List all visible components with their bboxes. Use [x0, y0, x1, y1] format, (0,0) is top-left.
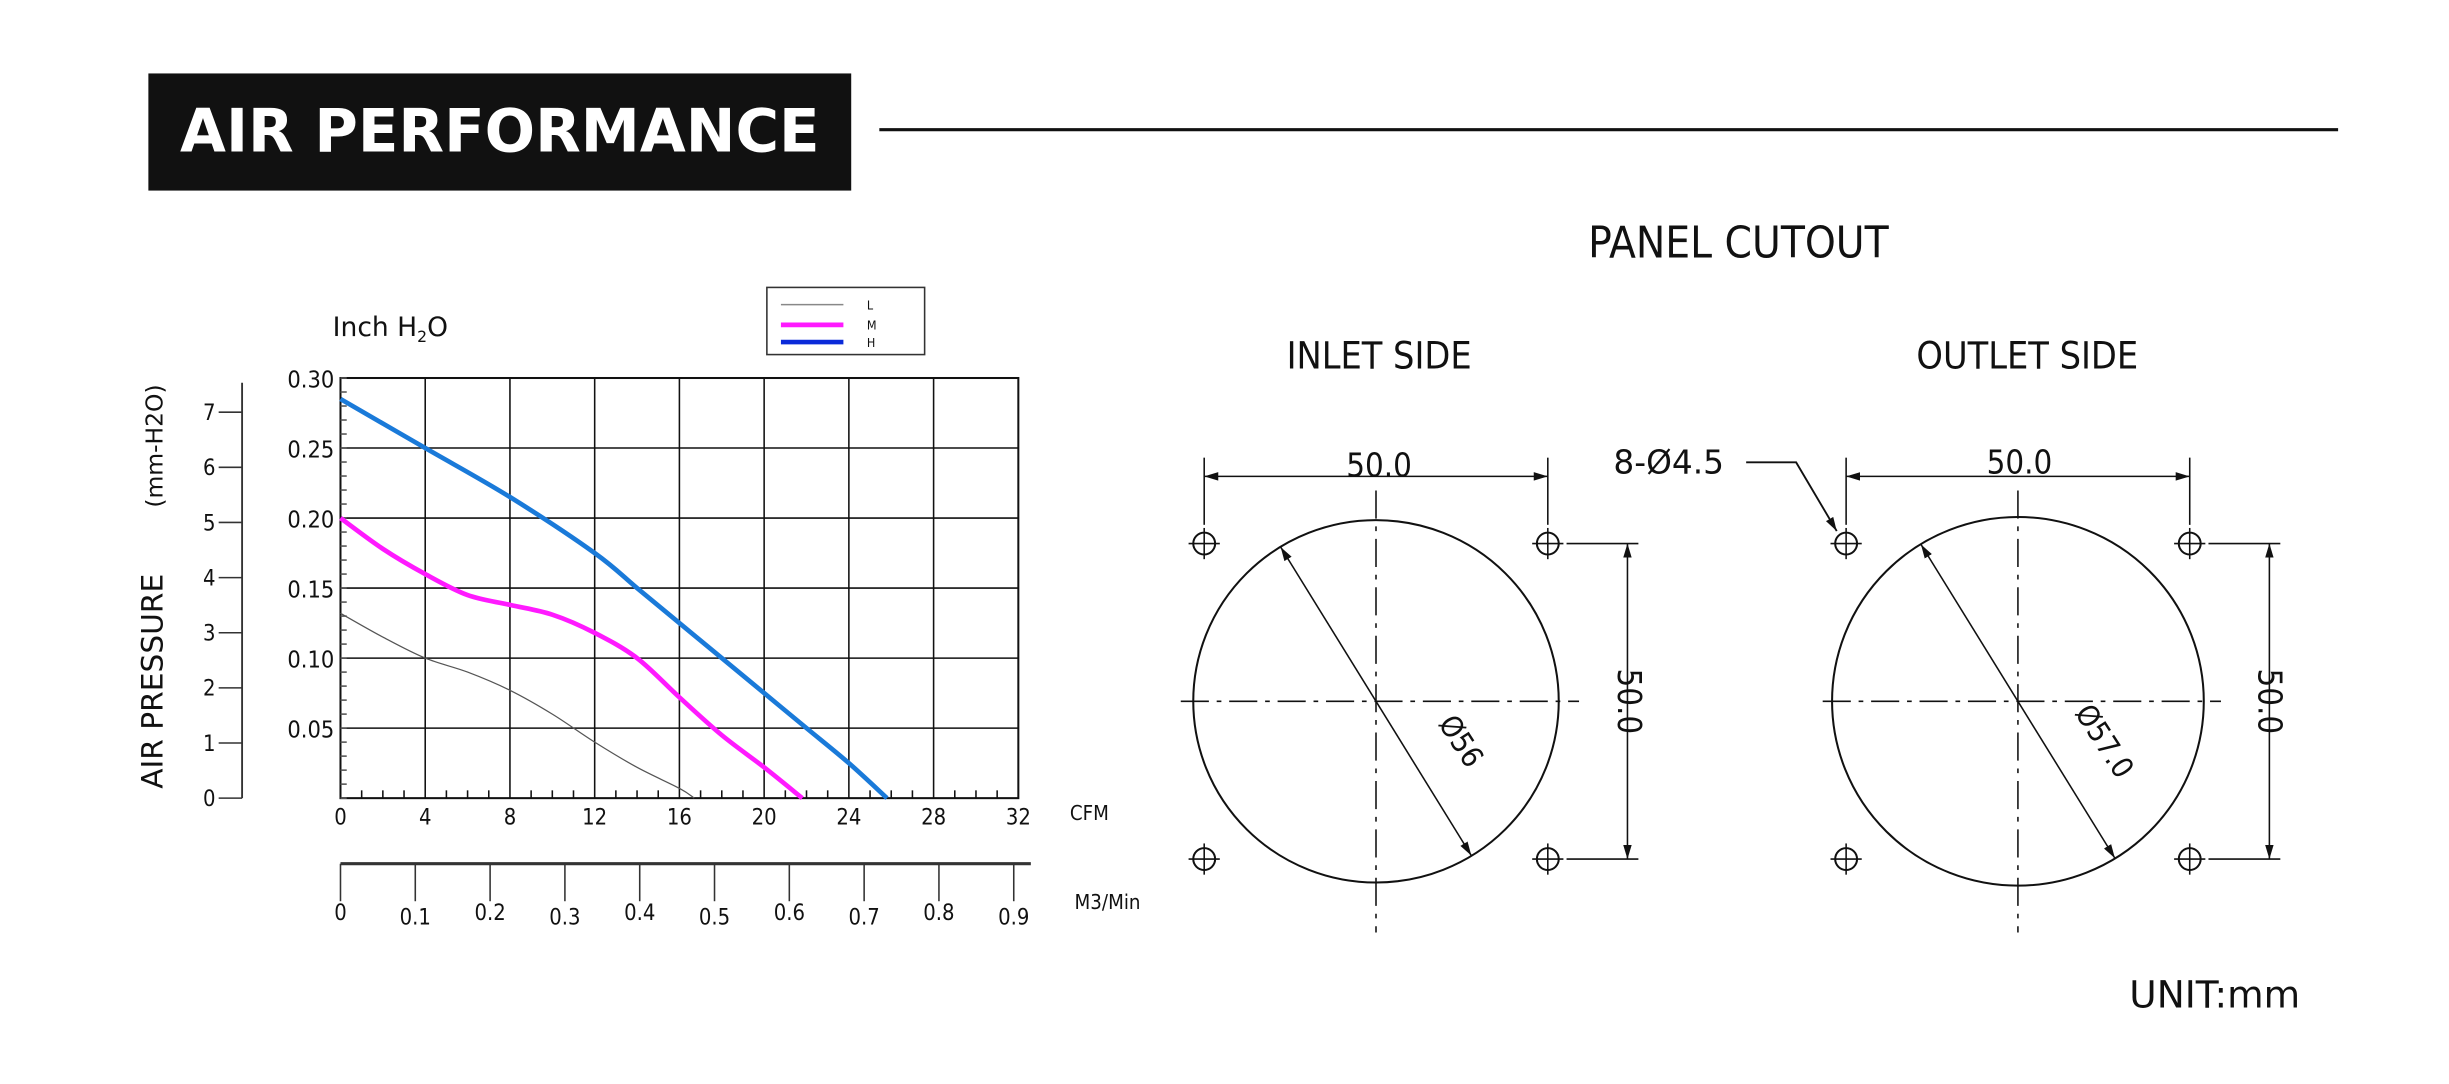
- legend-label-h: H: [867, 335, 875, 350]
- y-unit-top: Inch H2O: [333, 312, 448, 346]
- page-title: AIR PERFORMANCE: [180, 97, 820, 166]
- x-tick-label: 28: [921, 806, 946, 831]
- x2-axis-label: M3/Min: [1075, 890, 1141, 914]
- y-tick-label: 0.15: [287, 575, 334, 603]
- y2-tick-label: 3: [203, 622, 216, 647]
- y2-tick-label: 4: [203, 566, 216, 591]
- y2-tick-label: 7: [203, 401, 216, 426]
- x2-tick-label: 0.8: [923, 901, 954, 926]
- unit-label: UNIT:mm: [2129, 972, 2300, 1016]
- inlet-diameter-dim: Ø56: [1432, 708, 1491, 773]
- outlet-diameter-dim: Ø57.0: [2068, 698, 2141, 784]
- x-tick-label: 8: [504, 806, 517, 831]
- y-tick-label: 0.20: [287, 505, 334, 533]
- series-line-h: [339, 396, 889, 800]
- header-banner: [148, 73, 852, 191]
- x-tick-label: 0: [334, 806, 347, 831]
- x2-tick-label: 0.4: [624, 901, 655, 926]
- x-tick-label: 32: [1006, 806, 1031, 831]
- legend-label-m: M: [867, 318, 877, 333]
- x-tick-label: 4: [419, 806, 432, 831]
- y2-tick-label: 1: [203, 732, 216, 757]
- inlet-label: INLET SIDE: [1287, 334, 1472, 378]
- series-line-m: [339, 516, 804, 800]
- x2-tick-label: 0.2: [474, 901, 505, 926]
- x-tick-label: 16: [667, 806, 692, 831]
- x2-tick-label: 0.9: [998, 906, 1029, 931]
- y-tick-label: 0.25: [287, 435, 334, 463]
- y-axis-label: AIR PRESSURE: [134, 574, 169, 789]
- outlet-label: OUTLET SIDE: [1916, 334, 2138, 378]
- x2-tick-label: 0.3: [549, 906, 580, 931]
- y2-tick-label: 2: [203, 677, 216, 702]
- y-tick-label: 0.05: [287, 715, 334, 743]
- diameter-dimension-line: [1920, 543, 2116, 859]
- y2-tick-label: 5: [203, 511, 216, 536]
- x2-tick-label: 0.5: [699, 906, 730, 931]
- legend-label-l: L: [867, 297, 874, 312]
- y-tick-label: 0.30: [287, 365, 334, 393]
- x2-tick-label: 0.7: [849, 906, 880, 931]
- diameter-dimension-line: [1279, 546, 1473, 857]
- outlet-width-dim: 50.0: [1987, 443, 2053, 481]
- x2-tick-label: 0: [334, 901, 347, 926]
- x-tick-label: 24: [836, 806, 861, 831]
- hole-spec: 8-Ø4.5: [1613, 443, 1724, 481]
- y2-tick-label: 0: [203, 787, 216, 812]
- legend: L M H: [766, 286, 926, 356]
- outlet-height-dim: 50.0: [2250, 668, 2288, 734]
- x-axis-label: CFM: [1070, 801, 1109, 825]
- outlet-drawing: [1822, 457, 2281, 933]
- x-tick-label: 12: [582, 806, 607, 831]
- y2-axis-label: (mm-H2O): [140, 384, 168, 507]
- series-line-l: [340, 612, 695, 799]
- cutout-title: PANEL CUTOUT: [1588, 218, 1890, 269]
- x2-tick-label: 0.6: [774, 901, 805, 926]
- hole-leader: [1746, 461, 1838, 532]
- air-performance-chart: Inch H2O AIR PRESSURE (mm-H2O) 0 4 8 12 16 20…: [134, 286, 1141, 931]
- inlet-width-dim: 50.0: [1346, 446, 1412, 484]
- inlet-height-dim: 50.0: [1610, 668, 1648, 734]
- y2-tick-label: 6: [203, 456, 216, 481]
- x-tick-label: 20: [752, 806, 777, 831]
- x2-tick-label: 0.1: [400, 906, 431, 931]
- inlet-drawing: [1180, 457, 1639, 933]
- y-tick-label: 0.10: [287, 645, 334, 673]
